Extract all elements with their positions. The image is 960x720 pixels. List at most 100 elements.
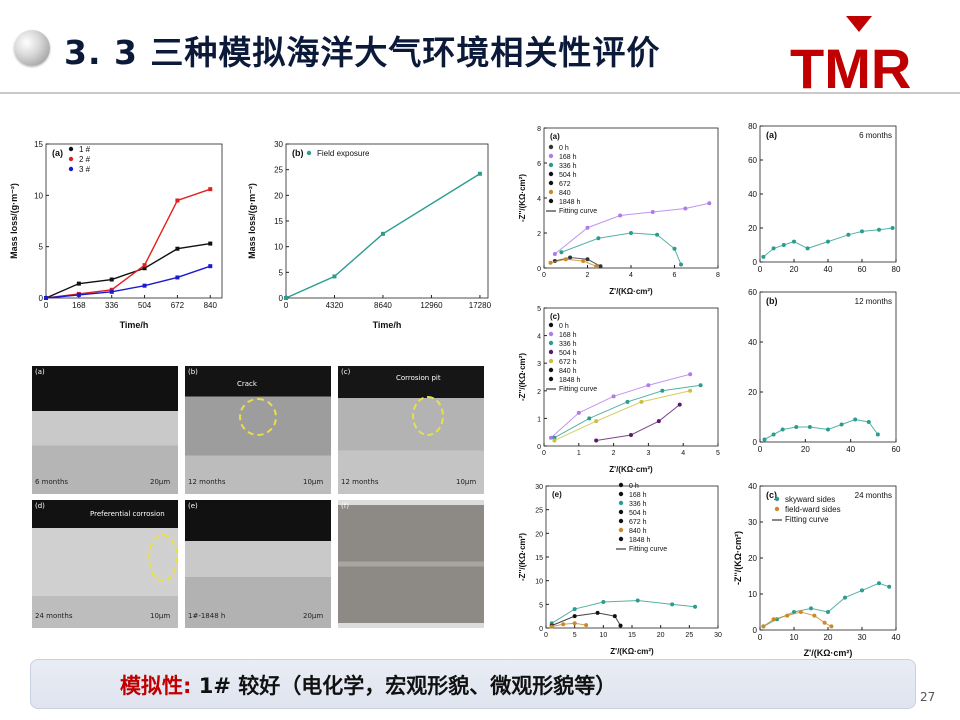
x-tick-label: 12960 [420,301,443,310]
legend-label: 1848 h [629,537,651,544]
legend-label: 0 h [559,323,569,330]
panel-label: (a) [52,148,63,158]
highlight-circle [148,534,178,582]
data-point [812,613,817,618]
x-tick-label: 336 [105,301,119,310]
data-point [175,246,180,251]
x-tick-label: 1 [577,450,581,457]
fitting-curve [596,404,681,441]
data-point [549,624,554,629]
legend-label: Fitting curve [785,515,829,524]
x-tick-label: 0 [758,265,763,274]
y-tick-label: 2 [537,231,541,238]
fitting-curve [763,582,890,627]
x-tick-label: 5 [573,632,577,639]
data-point [596,236,601,241]
panel-annotation: 12 months [855,297,892,306]
legend-label: 3 # [79,165,91,174]
plot-frame [285,143,489,299]
x-tick-label: 0 [758,633,763,642]
logo-text: TMR [790,37,911,94]
scale-bar-label: 20μm [303,612,324,620]
legend-swatch [548,331,554,337]
micrograph-label: (f) [341,502,349,510]
data-point [639,399,644,404]
legend-label: 672 [559,181,571,188]
legend-swatch [618,518,624,524]
scale-bar-label: 10μm [456,478,477,486]
data-point [660,388,665,393]
y-tick-label: 15 [535,555,543,562]
data-point [552,438,557,443]
data-point [598,264,603,269]
x-tick-label: 30 [858,633,867,642]
y-tick-label: 0 [753,626,758,635]
data-point [866,420,871,424]
y-tick-label: 6 [537,161,541,168]
plot-frame [45,143,223,299]
y-tick-label: 5 [539,602,543,609]
data-point [142,266,147,271]
data-point [552,435,557,440]
legend-swatch [548,349,554,355]
y-tick-label: 40 [748,190,757,199]
data-point [477,171,482,176]
micrograph-label: (d) [35,502,45,510]
series-line [45,265,211,299]
data-point [208,241,213,246]
legend-swatch [68,156,74,162]
x-tick-label: 8640 [374,301,392,310]
y-tick-label: 0 [537,444,541,451]
conclusion-rest: 1# 较好（电化学，宏观形貌、微观形貌等） [191,674,617,698]
fitting-curve [554,390,691,441]
data-point [563,257,568,262]
data-point [781,243,786,247]
data-point [594,264,599,269]
data-point [771,432,776,437]
y-tick-label: 25 [535,508,543,515]
legend-label: Fitting curve [559,386,597,393]
data-point [822,620,827,625]
data-point [792,239,796,244]
panel-annotation: 24 months [855,491,892,500]
legend-label: 336 h [559,163,577,170]
micrograph-note: Crack [237,380,257,388]
conclusion-lead: 模拟性: [120,674,192,698]
scale-bar-label: 10μm [150,612,171,620]
legend-swatch [774,496,780,502]
data-point [612,614,617,619]
micrograph-caption: 1#-1848 h [188,612,226,620]
y-tick-label: 40 [748,482,757,491]
x-axis-label: Z'/(KΩ·cm²) [610,647,654,656]
eis-6-months-chart: 0 20 40 60 80 0 20 40 60 80 (a) 6 months [748,122,901,274]
plot-frame [543,307,719,447]
data-point [380,231,385,236]
fitting-curve [561,232,682,265]
y-tick-label: 4 [537,334,541,341]
data-point [594,419,599,424]
x-tick-label: 20 [824,633,833,642]
panel-label: (a) [766,130,777,140]
x-tick-label: 6 [673,272,677,279]
x-axis-label: Time/h [120,320,149,330]
data-point [877,581,881,586]
y-axis-label: Mass loss/(g·m⁻²) [9,183,19,259]
data-point [890,226,895,230]
y-tick-label: 20 [748,554,757,563]
legend-label: 1848 h [559,199,581,206]
micrograph-note: Corrosion pit [396,374,441,382]
y-tick-label: 60 [748,156,757,165]
eis-24-months-chart: 0 10 20 30 40 0 10 20 30 40 Z'/(KΩ·cm²) -Z''/(KΩ·cm… [733,482,901,658]
y-axis-label: Mass loss/(g·m⁻²) [247,183,257,259]
x-tick-label: 15 [628,632,636,639]
panel-label: (c) [766,490,777,500]
data-point [798,610,803,614]
data-point [208,264,213,269]
fitting-curve [551,600,696,624]
x-tick-label: 25 [685,632,693,639]
legend-swatch [548,171,554,177]
y-tick-label: 80 [748,122,757,131]
x-tick-label: 40 [846,445,855,454]
micrograph-grid: (a) 6 months 20μm (b) Crack 12 months 10… [32,366,492,632]
y-tick-label: 0 [753,438,758,447]
